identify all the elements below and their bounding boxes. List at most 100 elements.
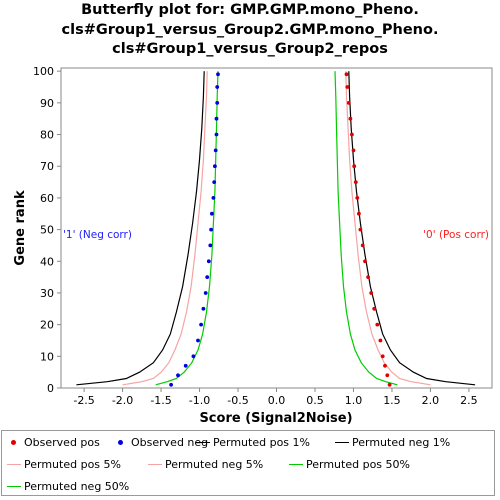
- y-tick-label-2: 20: [40, 319, 54, 332]
- series-permuted-neg-50pct: [155, 71, 219, 386]
- y-tick-label-7: 70: [40, 160, 54, 173]
- observed-neg-point-1: [176, 373, 180, 378]
- observed-neg-point-18: [214, 116, 219, 121]
- series-observed-neg: [169, 72, 220, 387]
- legend-symbol-permuted-pos-5pct: [7, 458, 21, 472]
- legend-item-permuted-neg-50pct: Permuted neg 50%: [7, 480, 129, 494]
- observed-pos-point-16: [351, 148, 356, 153]
- observed-pos-point-20: [345, 85, 350, 89]
- observed-pos-point-19: [346, 101, 351, 105]
- observed-neg-point-20: [215, 85, 220, 89]
- observed-pos-point-8: [366, 275, 370, 279]
- observed-pos-point-10: [360, 243, 365, 248]
- legend-symbol-observed-neg: [114, 436, 128, 450]
- observed-pos-point-1: [385, 373, 390, 378]
- legend-label-permuted-neg-50pct: Permuted neg 50%: [24, 480, 130, 493]
- observed-pos-point-11: [358, 227, 363, 232]
- observed-pos-point-15: [352, 164, 357, 169]
- observed-pos-point-13: [355, 196, 360, 200]
- legend-item-permuted-pos-5pct: Permuted pos 5%: [7, 458, 121, 472]
- observed-pos-point-18: [348, 116, 353, 121]
- observed-neg-point-10: [208, 243, 213, 248]
- chart-title-line-2: cls#Group1_versus_Group2.GMP.mono_Pheno.: [61, 21, 439, 38]
- legend-item-observed-pos: Observed pos: [7, 436, 100, 450]
- legend-item-permuted-pos-50pct: Permuted pos 50%: [289, 458, 410, 472]
- observed-neg-point-9: [206, 259, 211, 264]
- series-observed-pos: [344, 72, 392, 387]
- observed-neg-point-8: [205, 275, 210, 279]
- observed-neg-point-17: [214, 132, 219, 137]
- y-tick-label-1: 10: [40, 350, 54, 363]
- legend-symbol-permuted-neg-5pct: [148, 458, 162, 472]
- x-tick-label-7: 1.0: [345, 394, 363, 407]
- observed-neg-point-12: [210, 211, 214, 216]
- series-permuted-neg-1pct: [76, 71, 205, 386]
- butterfly-plot: -2.5 -2.0 -1.5 -1.0 -0.5 0.0 0.5 1.0 1.5 2.0 2.5 0 1…: [13, 65, 493, 426]
- legend-label-permuted-pos-1pct: Permuted pos 1%: [213, 436, 310, 449]
- observed-pos-point-5: [375, 322, 380, 327]
- chart-title: Butterfly plot for: GMP.GMP.mono_Pheno. …: [0, 1, 500, 60]
- legend-item-permuted-pos-1pct: Permuted pos 1%: [196, 436, 310, 450]
- y-tick-label-0: 0: [47, 382, 54, 395]
- observed-neg-point-15: [213, 164, 217, 169]
- observed-pos-point-9: [363, 259, 367, 264]
- legend-symbol-observed-pos: [7, 436, 21, 450]
- x-tick-label-2: -1.5: [150, 394, 171, 407]
- legend-label-permuted-neg-1pct: Permuted neg 1%: [352, 436, 451, 449]
- series-permuted-neg-5pct: [122, 71, 208, 386]
- observed-pos-point-6: [372, 306, 377, 311]
- legend-label-observed-neg: Observed neg: [131, 436, 209, 449]
- observed-pos-point-21: [344, 72, 349, 77]
- axes-layer: -2.5 -2.0 -1.5 -1.0 -0.5 0.0 0.5 1.0 1.5 2.0 2.5 0 1…: [33, 65, 478, 407]
- observed-neg-point-2: [183, 363, 188, 368]
- observed-pos-point-2: [383, 363, 387, 368]
- observed-neg-point-21: [216, 72, 220, 77]
- legend-symbol-permuted-pos-1pct: [196, 436, 210, 450]
- legend-label-observed-pos: Observed pos: [24, 436, 100, 449]
- observed-pos-point-7: [369, 291, 374, 295]
- y-tick-label-4: 40: [40, 255, 54, 268]
- legend-item-permuted-neg-1pct: Permuted neg 1%: [335, 436, 450, 450]
- observed-neg-point-16: [213, 148, 218, 153]
- observed-pos-point-3: [380, 354, 385, 359]
- observed-neg-point-6: [201, 306, 206, 311]
- legend-label-permuted-pos-5pct: Permuted pos 5%: [24, 458, 121, 471]
- legend-label-permuted-neg-5pct: Permuted neg 5%: [165, 458, 264, 471]
- legend-item-observed-neg: Observed neg: [114, 436, 208, 450]
- curves-layer: [76, 71, 476, 387]
- observed-neg-point-13: [211, 196, 216, 200]
- legend-item-permuted-neg-5pct: Permuted neg 5%: [148, 458, 263, 472]
- y-tick-label-8: 80: [40, 129, 54, 142]
- x-tick-label-10: 2.5: [460, 394, 478, 407]
- observed-neg-point-5: [199, 322, 204, 327]
- legend-label-permuted-pos-50pct: Permuted pos 50%: [306, 458, 410, 471]
- x-tick-label-9: 2.0: [422, 394, 440, 407]
- legend: Observed pos Observed neg Permuted pos 1% P…: [1, 430, 495, 496]
- x-tick-label-6: 0.5: [306, 394, 324, 407]
- series-permuted-pos-5pct: [345, 71, 431, 386]
- legend-symbol-permuted-neg-1pct: [335, 436, 349, 450]
- x-axis-title: Score (Signal2Noise): [199, 411, 352, 426]
- legend-symbol-permuted-neg-50pct: [7, 480, 21, 494]
- observed-pos-point-17: [350, 132, 354, 137]
- observed-neg-point-14: [212, 180, 217, 185]
- plot-area: [60, 67, 493, 389]
- observed-pos-point-14: [353, 180, 358, 185]
- x-tick-label-0: -2.5: [73, 394, 94, 407]
- chart-title-line-1: Butterfly plot for: GMP.GMP.mono_Pheno.: [81, 2, 419, 18]
- y-tick-label-9: 90: [40, 97, 54, 110]
- x-tick-label-4: -0.5: [227, 394, 248, 407]
- y-tick-label-6: 60: [40, 192, 54, 205]
- observed-neg-point-4: [196, 338, 200, 343]
- x-tick-label-1: -2.0: [112, 394, 133, 407]
- observed-pos-point-0: [387, 382, 392, 387]
- y-tick-label-3: 30: [40, 287, 54, 300]
- chart-title-line-3: cls#Group1_versus_Group2_repos: [112, 41, 388, 57]
- x-tick-label-3: -1.0: [189, 394, 210, 407]
- observed-neg-point-7: [203, 291, 208, 295]
- observed-neg-point-0: [169, 382, 174, 387]
- x-tick-label-8: 1.5: [383, 394, 401, 407]
- observed-pos-point-4: [378, 338, 383, 343]
- legend-symbol-permuted-pos-50pct: [289, 458, 303, 472]
- observed-neg-point-19: [215, 101, 220, 105]
